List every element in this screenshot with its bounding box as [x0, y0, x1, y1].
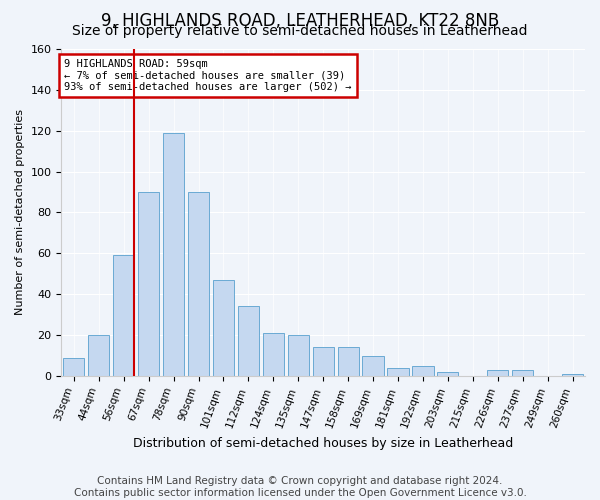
Bar	[313, 348, 334, 376]
Bar	[263, 333, 284, 376]
X-axis label: Distribution of semi-detached houses by size in Leatherhead: Distribution of semi-detached houses by …	[133, 437, 514, 450]
Bar	[63, 358, 85, 376]
Bar	[213, 280, 234, 376]
Bar	[287, 335, 309, 376]
Bar	[512, 370, 533, 376]
Bar	[163, 133, 184, 376]
Bar	[88, 335, 109, 376]
Bar	[238, 306, 259, 376]
Bar	[388, 368, 409, 376]
Bar	[113, 256, 134, 376]
Bar	[562, 374, 583, 376]
Text: 9 HIGHLANDS ROAD: 59sqm
← 7% of semi-detached houses are smaller (39)
93% of sem: 9 HIGHLANDS ROAD: 59sqm ← 7% of semi-det…	[64, 59, 352, 92]
Bar	[487, 370, 508, 376]
Text: 9, HIGHLANDS ROAD, LEATHERHEAD, KT22 8NB: 9, HIGHLANDS ROAD, LEATHERHEAD, KT22 8NB	[101, 12, 499, 30]
Text: Size of property relative to semi-detached houses in Leatherhead: Size of property relative to semi-detach…	[72, 24, 528, 38]
Bar	[338, 348, 359, 376]
Bar	[188, 192, 209, 376]
Bar	[138, 192, 159, 376]
Y-axis label: Number of semi-detached properties: Number of semi-detached properties	[15, 110, 25, 316]
Bar	[437, 372, 458, 376]
Bar	[412, 366, 434, 376]
Bar	[362, 356, 383, 376]
Text: Contains HM Land Registry data © Crown copyright and database right 2024.
Contai: Contains HM Land Registry data © Crown c…	[74, 476, 526, 498]
